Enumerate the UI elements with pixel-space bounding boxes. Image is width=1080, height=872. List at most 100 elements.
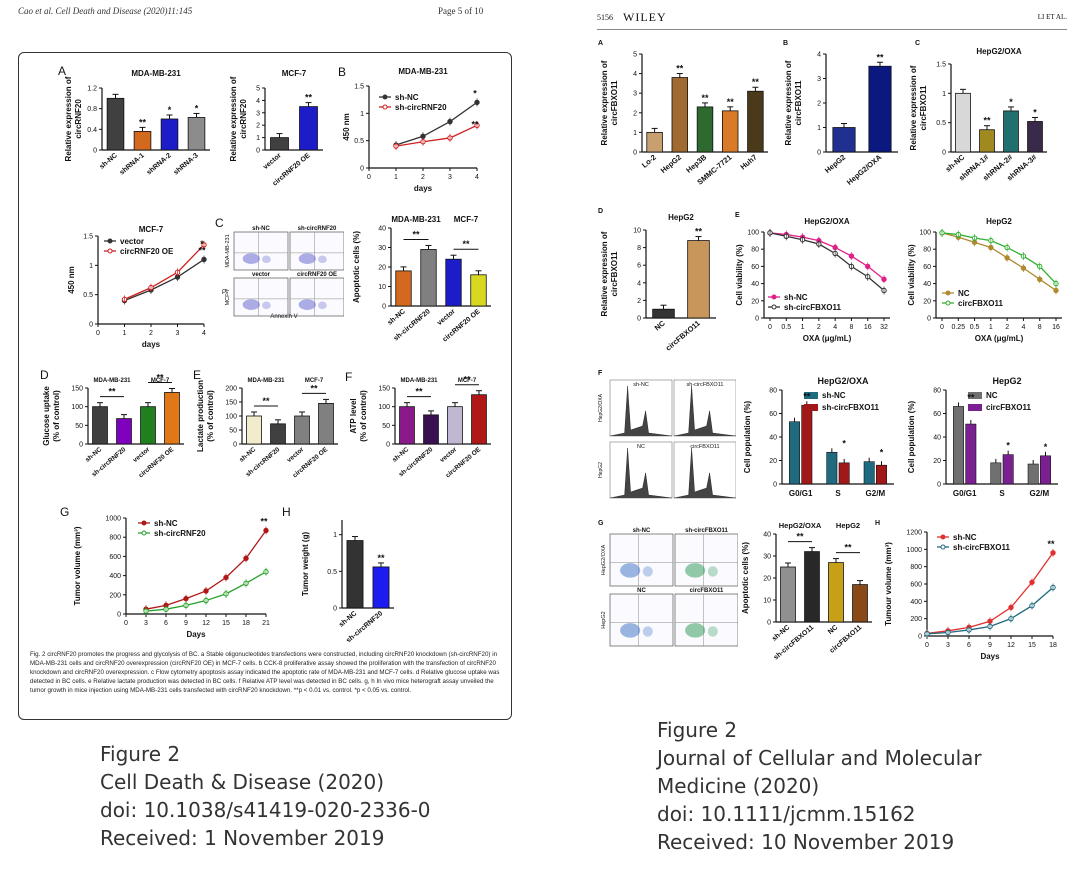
- legend-marker: [771, 304, 777, 310]
- histogram-row-label: HepG2: [598, 462, 604, 478]
- x-tick-label: 15: [222, 620, 230, 627]
- significance-mark: **: [412, 229, 420, 239]
- y-tick-label: 0: [233, 442, 237, 449]
- chart-left-b: 0 0.5 1 1.5 450 nm 0 1 2 3 4 days sh-NCsh-circRNF20…: [342, 67, 480, 193]
- bar: [346, 540, 364, 609]
- y-tick-label: 40: [763, 532, 771, 539]
- y-tick-label: 0: [773, 482, 777, 489]
- flow-plot: [609, 533, 674, 587]
- y-axis-label: Tumor volume (mm³): [73, 526, 82, 605]
- y-axis-label: circRNF20: [239, 99, 248, 139]
- x-tick-label: 4: [202, 330, 206, 337]
- cell-cluster: [318, 255, 327, 264]
- page-number: 5156: [597, 13, 613, 22]
- bar: [372, 566, 390, 609]
- y-tick-label: 40: [923, 281, 931, 288]
- cell-cluster: [685, 623, 706, 638]
- y-tick-label: 50: [382, 423, 390, 430]
- x-tick-label: 16: [864, 324, 872, 331]
- legend-label: circRNF20 OE: [120, 247, 174, 256]
- y-tick-label: 60: [923, 264, 931, 271]
- significance-mark: **: [198, 245, 206, 255]
- significance-mark: **: [139, 117, 147, 127]
- y-axis-label: Tumor weight (g): [301, 532, 310, 597]
- dna-peak: [673, 447, 736, 499]
- x-axis-label: OXA (μg/mL): [975, 334, 1024, 343]
- bar: [299, 106, 318, 151]
- x-tick-label: 0: [925, 642, 929, 649]
- x-tick-label: Huh7: [739, 153, 759, 172]
- bar: [955, 92, 971, 153]
- x-tick-label: vector: [262, 152, 283, 171]
- legend-label: circFBXO11: [986, 403, 1031, 412]
- y-tick-label: 3: [633, 91, 637, 98]
- y-tick-label: 20: [923, 298, 931, 305]
- y-tick-label: 40: [751, 281, 759, 288]
- x-tick-label: 1: [394, 174, 398, 181]
- journal-logo: WILEY: [623, 10, 667, 24]
- flow-left-c: sh-NC sh-circRNF20 MDA-MB-231 vector circRNF…: [225, 226, 344, 320]
- bar: [140, 406, 156, 445]
- flow-plot: [609, 593, 674, 647]
- caption-line: Figure 2: [100, 742, 181, 766]
- y-axis-label: circFBXO11: [794, 80, 803, 125]
- x-tick-label: 2: [817, 324, 821, 331]
- legend-marker: [945, 300, 951, 306]
- y-tick-label: 200: [910, 616, 922, 623]
- bar: [838, 462, 850, 485]
- legend-marker: [141, 530, 147, 536]
- legend-label: sh-NC: [395, 93, 419, 102]
- right-caption: Figure 2 Journal of Cellular and Molecul…: [657, 716, 982, 856]
- y-axis-label: Relative expression of: [909, 65, 918, 150]
- flow-plot: [289, 231, 344, 271]
- dna-peak: [609, 447, 673, 499]
- legend-marker: [945, 290, 951, 296]
- y-tick-label: 8: [637, 245, 641, 252]
- significance-mark: **: [108, 387, 116, 397]
- y-tick-label: 4: [817, 52, 821, 59]
- y-tick-label: 0: [386, 442, 390, 449]
- caption-line: Received: 10 November 2019: [657, 830, 955, 854]
- chart-title: MCF-7: [139, 225, 164, 234]
- x-tick-label: 2: [421, 174, 425, 181]
- legend-marker: [107, 238, 113, 244]
- y-axis-label: Cell viability (%): [735, 244, 744, 306]
- dna-peak: [673, 385, 736, 437]
- caption-line: doi: 10.1111/jcmm.15162: [657, 802, 916, 826]
- y-axis-label: circFBXO11: [610, 80, 619, 125]
- x-tick-label: vector: [286, 446, 306, 464]
- y-tick-label: 5: [256, 86, 260, 93]
- legend-marker: [382, 94, 388, 100]
- panel-letter-d: D: [598, 208, 604, 215]
- legend-swatch: [804, 392, 818, 399]
- legend-label: sh-circFBXO11: [953, 543, 1010, 552]
- x-tick-label: circFBXO11: [664, 319, 702, 353]
- panel-letter-g: G: [598, 520, 604, 527]
- x-tick-label: shRNA-3: [173, 152, 200, 176]
- chart-left-a1: 0 0.4 0.8 1.2 Relative expression of circRNF2…: [64, 69, 210, 177]
- bar: [92, 406, 108, 445]
- series-line: [395, 101, 478, 146]
- chart-title: HepG2/OXA: [804, 217, 850, 226]
- y-tick-label: 1.5: [936, 62, 946, 69]
- x-tick-label: 12: [1007, 642, 1015, 649]
- y-tick-label: 1000: [105, 516, 121, 523]
- cell-cluster: [685, 563, 706, 578]
- y-axis-label: Relative expression of: [64, 76, 73, 161]
- x-tick-label: 4: [833, 324, 837, 331]
- bar: [1002, 454, 1014, 485]
- panel-letter-g: G: [60, 505, 70, 519]
- significance-mark: **: [156, 372, 164, 382]
- caption-line: Journal of Cellular and Molecular: [657, 746, 982, 770]
- y-axis-label: 450 nm: [342, 113, 351, 141]
- histogram-label: sh-NC: [633, 382, 649, 388]
- flow-label: circFBXO11: [690, 588, 724, 594]
- y-tick-label: 1: [333, 532, 337, 539]
- chart-right-c: 0 0.5 1 1.5 Relative expression of circFBXO11…: [909, 47, 1047, 183]
- y-tick-label: 40: [769, 435, 777, 442]
- bar: [133, 131, 152, 151]
- x-tick-label: 18: [1049, 642, 1057, 649]
- y-axis-label: (% of control): [206, 390, 215, 442]
